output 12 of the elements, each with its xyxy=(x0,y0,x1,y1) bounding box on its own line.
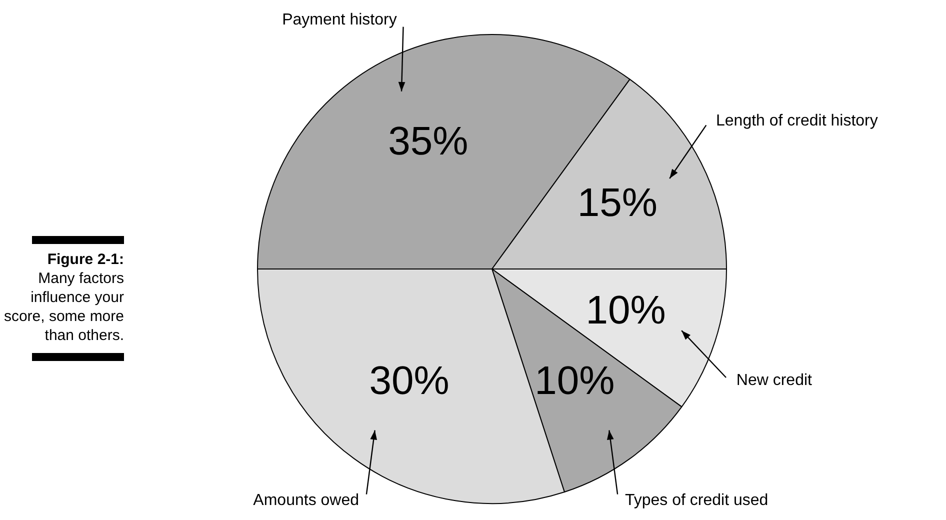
data-label: 10% xyxy=(586,288,666,333)
data-label: 15% xyxy=(577,181,658,226)
text: Figure 2-1: xyxy=(46,250,124,269)
data-label: 35% xyxy=(388,120,468,164)
slice-label: Payment history xyxy=(282,12,397,29)
slice-label: Amounts owed xyxy=(253,492,360,509)
data-label: 30% xyxy=(369,358,450,403)
slice-label: Types of credit used xyxy=(624,492,768,509)
text: Many factors influence your score, some more than others. xyxy=(2,269,124,345)
data-label: 10% xyxy=(534,358,615,403)
slice-label: New credit xyxy=(736,372,813,389)
slice-label: Length of credit history xyxy=(716,112,878,130)
